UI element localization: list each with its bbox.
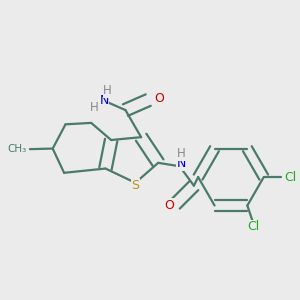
Text: O: O bbox=[164, 199, 174, 212]
Text: O: O bbox=[154, 92, 164, 105]
Text: N: N bbox=[99, 94, 109, 106]
Text: H: H bbox=[177, 147, 185, 160]
Text: Cl: Cl bbox=[284, 171, 296, 184]
Text: Cl: Cl bbox=[247, 220, 259, 233]
Text: H: H bbox=[90, 101, 98, 114]
Text: S: S bbox=[131, 178, 140, 192]
Text: N: N bbox=[176, 157, 186, 170]
Text: H: H bbox=[103, 85, 112, 98]
Text: CH₃: CH₃ bbox=[8, 144, 27, 154]
